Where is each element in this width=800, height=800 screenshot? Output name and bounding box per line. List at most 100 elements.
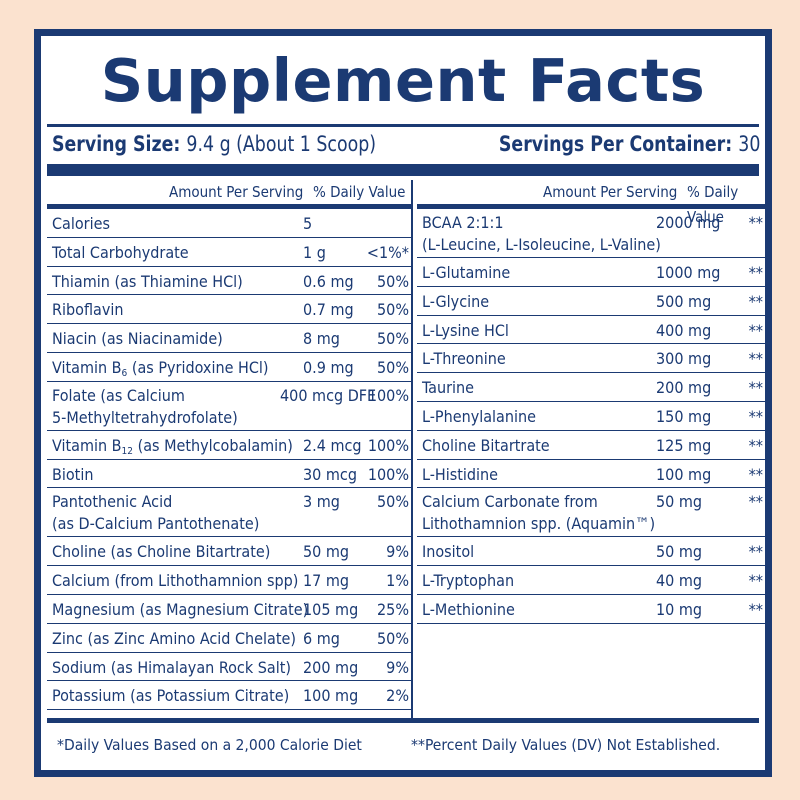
- left-nutrient-row: Calories 5: [47, 209, 412, 238]
- left-nutrient-row: Zinc (as Zinc Amino Acid Chelate) 6 mg 50%: [47, 624, 412, 653]
- nutrient-amount: 0.6 mg: [303, 271, 354, 291]
- nutrient-name: Niacin (as Niacinamide): [52, 329, 223, 349]
- nutrient-daily-value: 9%: [386, 542, 409, 562]
- left-nutrient-row: Sodium (as Himalayan Rock Salt) 200 mg 9%: [47, 653, 412, 682]
- right-nutrient-row: BCAA 2:1:1 (L-Leucine, L-Isoleucine, L-Va…: [417, 209, 767, 258]
- footnote-not-established: **Percent Daily Values (DV) Not Establis…: [411, 736, 721, 754]
- left-column: Amount Per Serving % Daily Value Calorie…: [47, 180, 412, 711]
- serving-info: Serving Size: 9.4 g (About 1 Scoop) Serv…: [52, 128, 760, 160]
- nutrient-name-line2: Lithothamnion spp. (Aquamin™): [422, 514, 656, 534]
- nutrient-name-subscript: 12: [121, 445, 133, 457]
- left-nutrient-row: Magnesium (as Magnesium Citrate) 105 mg 25…: [47, 595, 412, 624]
- nutrient-amount: 300 mg: [656, 349, 712, 369]
- nutrient-name: L-Threonine: [422, 349, 506, 369]
- nutrient-amount: 6 mg: [303, 628, 340, 648]
- nutrient-daily-value: 50%: [377, 329, 409, 349]
- nutrient-name-line2: 5-Methyltetrahydrofolate): [52, 407, 238, 427]
- footnote-daily-values: *Daily Values Based on a 2,000 Calorie D…: [57, 736, 362, 754]
- nutrient-amount: 0.9 mg: [303, 357, 354, 377]
- nutrient-name-line2: (as D-Calcium Pantothenate): [52, 514, 260, 534]
- nutrient-daily-value: **: [748, 571, 763, 591]
- right-rows: BCAA 2:1:1 (L-Leucine, L-Isoleucine, L-Va…: [417, 209, 767, 624]
- nutrient-name: Riboflavin: [52, 300, 124, 320]
- nutrient-daily-value: 9%: [386, 657, 409, 677]
- right-nutrient-row: L-Lysine HCl 400 mg **: [417, 316, 767, 345]
- serving-size-label: Serving Size:: [52, 132, 181, 156]
- nutrient-name: Pantothenic Acid: [52, 492, 173, 512]
- nutrient-name: Calcium Carbonate from: [422, 492, 598, 512]
- nutrient-amount: 10 mg: [656, 599, 703, 619]
- nutrient-daily-value: **: [748, 492, 763, 512]
- left-nutrient-row: Folate (as Calcium 5-Methyltetrahydrofola…: [47, 382, 412, 431]
- right-nutrient-row: L-Tryptophan 40 mg **: [417, 566, 767, 595]
- nutrient-amount: 50 mg: [303, 542, 350, 562]
- nutrient-name: Sodium (as Himalayan Rock Salt): [52, 657, 291, 677]
- nutrient-daily-value: 2%: [386, 686, 409, 706]
- panel-title: Supplement Facts: [100, 46, 706, 115]
- nutrient-amount: 200 mg: [303, 657, 359, 677]
- nutrient-amount: 1 g: [303, 242, 326, 262]
- serving-size-value: 9.4 g (About 1 Scoop): [186, 132, 377, 156]
- nutrient-name: L-Histidine: [422, 464, 499, 484]
- right-nutrient-row: Taurine 200 mg **: [417, 373, 767, 402]
- nutrient-name: Vitamin B12 (as Methylcobalamin): [52, 435, 293, 457]
- right-nutrient-row: Inositol 50 mg **: [417, 537, 767, 567]
- servings-per-container-value: 30: [738, 132, 761, 156]
- title-rule: [47, 124, 759, 127]
- left-nutrient-row: Thiamin (as Thiamine HCl) 0.6 mg 50%: [47, 267, 412, 296]
- nutrient-amount: 50 mg: [656, 542, 703, 562]
- left-nutrient-row: Niacin (as Niacinamide) 8 mg 50%: [47, 324, 412, 353]
- nutrient-name: L-Tryptophan: [422, 571, 515, 591]
- nutrient-daily-value: <1%*: [366, 242, 409, 262]
- nutrient-daily-value: **: [748, 435, 763, 455]
- servings-per-container: Servings Per Container: 30: [499, 128, 760, 160]
- nutrient-amount: 50 mg: [656, 492, 703, 512]
- left-nutrient-row: Biotin 30 mcg 100%: [47, 460, 412, 489]
- serving-size: Serving Size: 9.4 g (About 1 Scoop): [52, 128, 376, 160]
- nutrient-daily-value: 50%: [377, 271, 409, 291]
- nutrient-name: Thiamin (as Thiamine HCl): [52, 271, 243, 291]
- nutrient-name: Vitamin B6 (as Pyridoxine HCl): [52, 357, 269, 379]
- nutrient-amount: 0.7 mg: [303, 300, 354, 320]
- nutrient-name: Calcium (from Lithothamnion spp): [52, 571, 299, 591]
- nutrient-amount: 125 mg: [656, 435, 712, 455]
- supplement-facts-panel: Supplement Facts Serving Size: 9.4 g (Ab…: [34, 29, 772, 777]
- nutrient-name: L-Phenylalanine: [422, 406, 536, 426]
- right-dv-header: % Daily Value: [687, 183, 739, 226]
- nutrient-name: Potassium (as Potassium Citrate): [52, 686, 290, 706]
- nutrient-daily-value: **: [748, 349, 763, 369]
- nutrient-daily-value: 50%: [377, 628, 409, 648]
- nutrient-amount: 400 mg: [656, 320, 712, 340]
- nutrient-name: Taurine: [422, 378, 474, 398]
- nutrient-daily-value: 1%: [386, 571, 409, 591]
- nutrient-daily-value: **: [748, 406, 763, 426]
- nutrient-name: Biotin: [52, 464, 94, 484]
- nutrient-daily-value: **: [748, 542, 763, 562]
- nutrient-daily-value: **: [748, 320, 763, 340]
- left-nutrient-row: Choline (as Choline Bitartrate) 50 mg 9%: [47, 537, 412, 567]
- nutrient-daily-value: 50%: [377, 300, 409, 320]
- left-nutrient-row: Calcium (from Lithothamnion spp) 17 mg 1%: [47, 566, 412, 595]
- right-column: Amount Per Serving % Daily Value BCAA 2:…: [417, 180, 767, 624]
- left-amount-header: Amount Per Serving: [169, 183, 304, 201]
- nutrient-name: L-Methionine: [422, 599, 515, 619]
- nutrient-daily-value: 25%: [377, 599, 409, 619]
- nutrient-name: Choline (as Choline Bitartrate): [52, 542, 271, 562]
- servings-per-container-label: Servings Per Container:: [498, 132, 733, 156]
- nutrient-daily-value: **: [748, 599, 763, 619]
- nutrient-amount: 1000 mg: [656, 263, 721, 282]
- nutrient-name: Total Carbohydrate: [52, 242, 189, 262]
- nutrient-name-line2: (L-Leucine, L-Isoleucine, L-Valine): [422, 235, 661, 254]
- nutrient-name: L-Lysine HCl: [422, 320, 509, 340]
- right-nutrient-row: L-Phenylalanine 150 mg **: [417, 402, 767, 431]
- nutrient-amount: 150 mg: [656, 406, 712, 426]
- nutrient-daily-value: **: [748, 291, 763, 311]
- nutrient-name: L-Glycine: [422, 291, 490, 311]
- nutrient-name-prefix: Vitamin B: [52, 357, 122, 377]
- nutrient-amount: 105 mg: [303, 599, 359, 619]
- right-nutrient-row: L-Glutamine 1000 mg **: [417, 258, 767, 287]
- nutrient-name-suffix: (as Methylcobalamin): [133, 435, 293, 455]
- nutrient-daily-value: 100%: [367, 464, 409, 484]
- left-nutrient-row: Pantothenic Acid (as D-Calcium Pantothena…: [47, 488, 412, 538]
- nutrient-amount: 8 mg: [303, 329, 340, 349]
